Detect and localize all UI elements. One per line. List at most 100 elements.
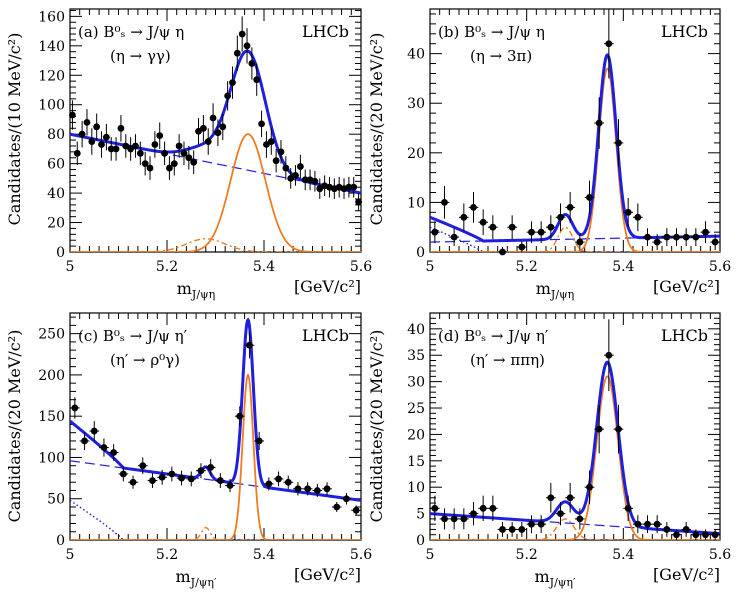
data-point	[265, 480, 273, 488]
x-axis-title: mJ/ψη	[177, 279, 216, 301]
data-point	[431, 504, 439, 512]
panel-c: 5 5.2 5.4 5.6 0 50 100 150 200 250 Candidates/(20 …	[5, 312, 372, 589]
data-point	[93, 123, 101, 131]
y-axis-title: Candidates/(10 MeV/c²)	[5, 33, 24, 226]
data-point	[576, 238, 584, 246]
data-point	[197, 467, 205, 475]
data-point	[489, 223, 497, 231]
data-point	[692, 233, 700, 241]
subdecay-label: (η′ → ππη)	[470, 351, 545, 369]
y-tick-label: 20	[47, 216, 65, 232]
x-tick-label: 5	[66, 259, 75, 275]
data-point	[233, 49, 241, 57]
data-point	[304, 485, 312, 493]
data-point	[692, 531, 700, 539]
x-tick-label: 5.4	[253, 259, 275, 275]
data-point	[190, 158, 198, 166]
data-point	[170, 160, 178, 168]
data-point	[343, 495, 350, 503]
data-point	[119, 470, 127, 478]
data-point	[653, 520, 661, 528]
decay-label: (a) B⁰ₛ → J/ψ η	[78, 23, 184, 41]
data-point	[88, 138, 96, 145]
data-point	[711, 238, 719, 246]
y-tick-label: 10	[407, 480, 425, 496]
y-tick-label: 35	[407, 348, 425, 364]
x-tick-label: 5	[426, 547, 435, 563]
y-tick-label: 120	[38, 68, 65, 84]
data-point	[479, 218, 487, 226]
data-point	[226, 482, 234, 489]
data-point	[547, 494, 555, 502]
data-point	[528, 228, 535, 236]
data-point	[634, 213, 642, 221]
data-point	[139, 462, 147, 470]
data-point	[296, 163, 304, 170]
data-point	[547, 223, 555, 231]
data-point	[566, 494, 574, 502]
y-tick-label: 0	[56, 533, 65, 549]
data-point	[311, 177, 319, 185]
data-point	[69, 111, 76, 119]
lhcb-label: LHCb	[661, 326, 708, 345]
signal-curve	[430, 375, 720, 540]
x-axis-title: mJ/ψη′	[534, 567, 576, 589]
data-point	[71, 404, 79, 412]
y-tick-label: 40	[407, 322, 425, 338]
y-tick-label: 40	[47, 186, 65, 202]
data-point	[98, 141, 105, 148]
y-tick-label: 20	[407, 427, 425, 443]
data-point	[479, 504, 487, 512]
data-point	[518, 243, 526, 251]
data-point	[207, 463, 215, 471]
data-point	[156, 132, 164, 140]
data-point	[431, 228, 439, 236]
data-point	[112, 145, 120, 153]
bzero-curve	[430, 518, 720, 540]
data-point	[595, 425, 603, 433]
data-point	[499, 526, 506, 533]
data-point	[470, 510, 477, 518]
data-point	[355, 198, 362, 206]
x-axis-unit: [GeV/c²]	[294, 277, 361, 296]
total-fit-curve	[70, 317, 361, 502]
data-point	[460, 213, 468, 221]
y-tick-label: 250	[38, 327, 65, 343]
data-point	[284, 478, 292, 486]
data-point	[518, 526, 526, 533]
data-point	[615, 425, 622, 433]
y-axis-title: Candidates/(20 MeV/c²)	[367, 330, 386, 523]
data-point	[185, 154, 193, 162]
bzero-curve	[70, 526, 361, 540]
data-point	[673, 233, 680, 241]
data-point	[711, 531, 719, 539]
data-point	[333, 503, 341, 511]
data-point	[136, 149, 144, 157]
data-point	[214, 129, 222, 137]
data-point	[557, 510, 564, 518]
y-tick-label: 30	[407, 375, 425, 391]
y-tick-label: 30	[407, 96, 425, 112]
signal-curve	[430, 67, 720, 252]
data-point	[277, 148, 285, 156]
y-tick-label: 20	[407, 146, 425, 162]
y-tick-label: 160	[38, 9, 65, 25]
y-tick-label: 140	[38, 39, 65, 55]
data-point	[576, 515, 584, 523]
data-point	[605, 40, 613, 48]
total-fit-curve	[70, 49, 361, 195]
data-point	[301, 176, 309, 184]
data-point	[180, 149, 188, 157]
data-point	[702, 531, 709, 539]
data-point	[199, 124, 207, 132]
y-tick-label: 10	[407, 195, 425, 211]
data-point	[219, 123, 227, 131]
data-point	[178, 474, 185, 482]
data-point	[294, 485, 302, 493]
x-tick-label: 5.2	[156, 259, 178, 275]
data-point	[90, 427, 98, 435]
x-tick-label: 5	[426, 259, 435, 275]
data-point	[292, 172, 299, 179]
curves	[70, 317, 361, 540]
